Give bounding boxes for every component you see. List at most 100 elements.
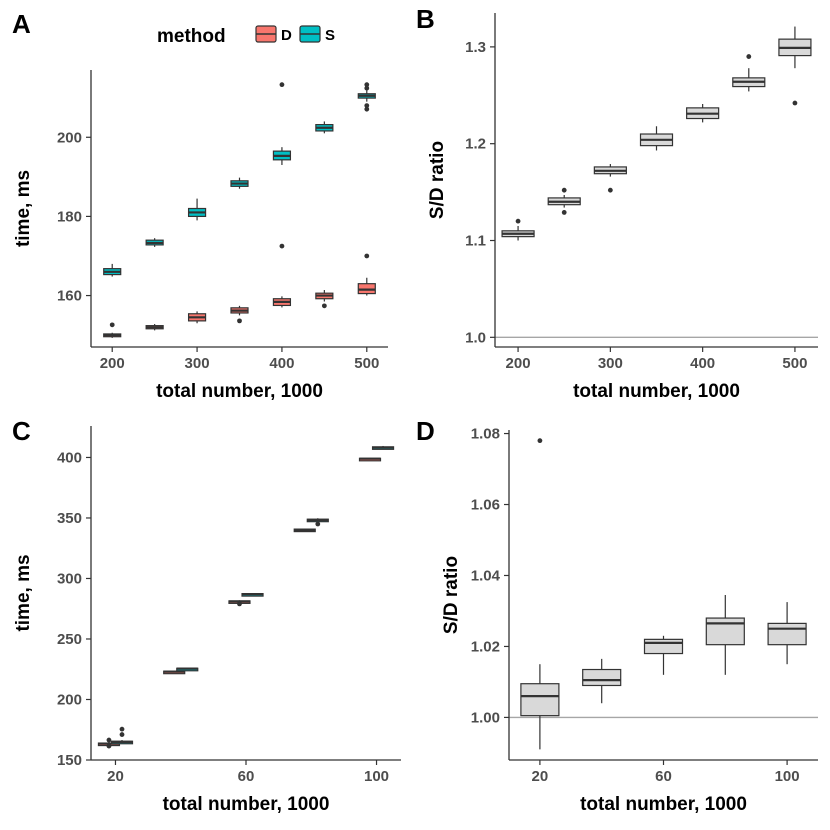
panel-a-box-d-250	[145, 324, 164, 331]
y-tick-label: 1.1	[465, 233, 486, 250]
box-outlier-point	[607, 187, 613, 193]
box-outlier-point	[106, 737, 112, 743]
panel-b-box-ratio-450	[732, 54, 766, 92]
panel-a-y-axis-title: time, ms	[13, 170, 34, 247]
box-outlier-point	[746, 54, 752, 59]
panel-d-box-ratio-100	[767, 602, 807, 665]
y-tick-label: 400	[57, 449, 82, 466]
panel-d-box-ratio-40	[582, 658, 622, 704]
panel-label-c: C	[12, 416, 31, 446]
box-outlier-point	[315, 521, 321, 527]
panel-b-box-ratio-350	[639, 126, 674, 151]
box-outlier-point	[321, 303, 327, 309]
panel-c-box-s-22	[110, 726, 134, 745]
box-iqr	[643, 638, 684, 655]
panel-c-box-d-38	[163, 670, 186, 675]
y-tick-label: 200	[57, 691, 82, 708]
x-tick-label: 500	[354, 355, 379, 372]
x-tick-label: 500	[782, 355, 807, 372]
panel-b-box-ratio-400	[686, 104, 720, 123]
y-tick-label: 1.06	[471, 497, 500, 514]
box-outlier-point	[364, 253, 370, 259]
x-tick-label: 200	[100, 355, 125, 372]
panel-c-box-d-58	[228, 600, 251, 607]
panel-a-box-s-300	[187, 198, 207, 221]
box-outlier-point	[561, 210, 567, 215]
panel-c-x-axis-title: total number, 1000	[163, 794, 330, 815]
panel-c-box-d-18	[97, 737, 121, 749]
box-outlier-point	[364, 106, 370, 112]
panel-d-plot: 20 60 100 1.00 1.02 1.04 1.06 1.08 total number,…	[441, 426, 818, 815]
y-tick-label: 300	[57, 570, 82, 587]
x-tick-label: 20	[107, 768, 124, 785]
legend-label-d: D	[281, 27, 292, 44]
y-tick-label: 1.2	[465, 136, 486, 153]
panel-a-box-s-400	[272, 82, 292, 165]
legend-label-s: S	[325, 27, 335, 44]
panel-a-plot: 200 300 400 500 160 180 200 total number, 1000 t…	[13, 70, 388, 402]
panel-c-box-s-102	[371, 445, 395, 450]
panel-b-box-ratio-250	[547, 187, 581, 215]
box-outlier-point	[515, 218, 521, 224]
y-tick-label: 180	[57, 208, 82, 225]
x-tick-label: 20	[532, 768, 549, 785]
y-tick-label: 150	[57, 752, 82, 769]
x-tick-label: 300	[598, 355, 623, 372]
y-tick-label: 250	[57, 631, 82, 648]
box-outlier-point	[364, 103, 370, 109]
box-outlier-point	[537, 438, 543, 444]
panel-c-box-s-62	[241, 593, 264, 597]
panel-d-y-axis-title: S/D ratio	[441, 556, 462, 634]
panel-a-box-d-500	[357, 253, 376, 296]
box-outlier-point	[119, 732, 125, 737]
panel-label-d: D	[416, 416, 435, 446]
box-outlier-point	[237, 318, 242, 324]
panel-a-group: A method D S	[12, 9, 335, 47]
x-tick-label: 60	[655, 768, 672, 785]
panel-b-x-axis-title: total number, 1000	[573, 381, 740, 402]
panel-a-box-d-400	[272, 243, 292, 308]
panel-c-plot: 20 60 100 150 200 250 300 350 400 total number, 1…	[13, 426, 401, 815]
box-iqr	[520, 683, 560, 717]
panel-a-box-s-500	[357, 82, 376, 112]
x-tick-label: 400	[690, 355, 715, 372]
panel-d-box-ratio-20	[520, 438, 560, 750]
panel-d-box-ratio-80	[705, 595, 745, 675]
panel-a-box-d-300	[187, 311, 207, 324]
panel-c-box-d-98	[358, 457, 382, 462]
panel-c-y-axis-title: time, ms	[13, 554, 34, 631]
box-outlier-point	[237, 601, 242, 607]
panel-a-box-d-200	[103, 322, 122, 338]
y-tick-label: 160	[57, 288, 82, 305]
panel-b-y-axis-title: S/D ratio	[427, 141, 448, 219]
panel-a-x-axis-title: total number, 1000	[156, 381, 323, 402]
box-iqr	[705, 617, 745, 646]
panel-b-box-ratio-500	[778, 26, 812, 106]
y-tick-label: 350	[57, 510, 82, 527]
panel-d-x-axis-title: total number, 1000	[580, 794, 747, 815]
box-outlier-point	[364, 85, 370, 91]
box-outlier-point	[119, 726, 125, 732]
box-iqr	[767, 622, 807, 646]
panel-label-a: A	[12, 9, 31, 39]
box-outlier-point	[106, 743, 112, 749]
legend-title: method	[157, 26, 226, 47]
box-outlier-point	[109, 322, 115, 328]
y-tick-label: 1.0	[465, 329, 486, 346]
x-tick-label: 100	[775, 768, 800, 785]
box-outlier-point	[792, 100, 798, 106]
panel-a-box-s-200	[103, 263, 122, 277]
panel-c-box-s-42	[176, 667, 199, 672]
panel-b-box-ratio-300	[593, 164, 627, 193]
y-tick-label: 1.08	[471, 426, 500, 443]
panel-d-box-ratio-60	[643, 635, 684, 675]
panel-a-box-d-350	[230, 305, 249, 324]
x-tick-label: 300	[185, 355, 210, 372]
panel-c-box-d-78	[293, 528, 316, 533]
box-iqr	[582, 668, 622, 687]
y-tick-label: 1.02	[471, 638, 500, 655]
y-tick-label: 1.04	[471, 567, 501, 584]
panel-a-box-s-450	[315, 121, 334, 134]
box-outlier-point	[364, 82, 370, 88]
